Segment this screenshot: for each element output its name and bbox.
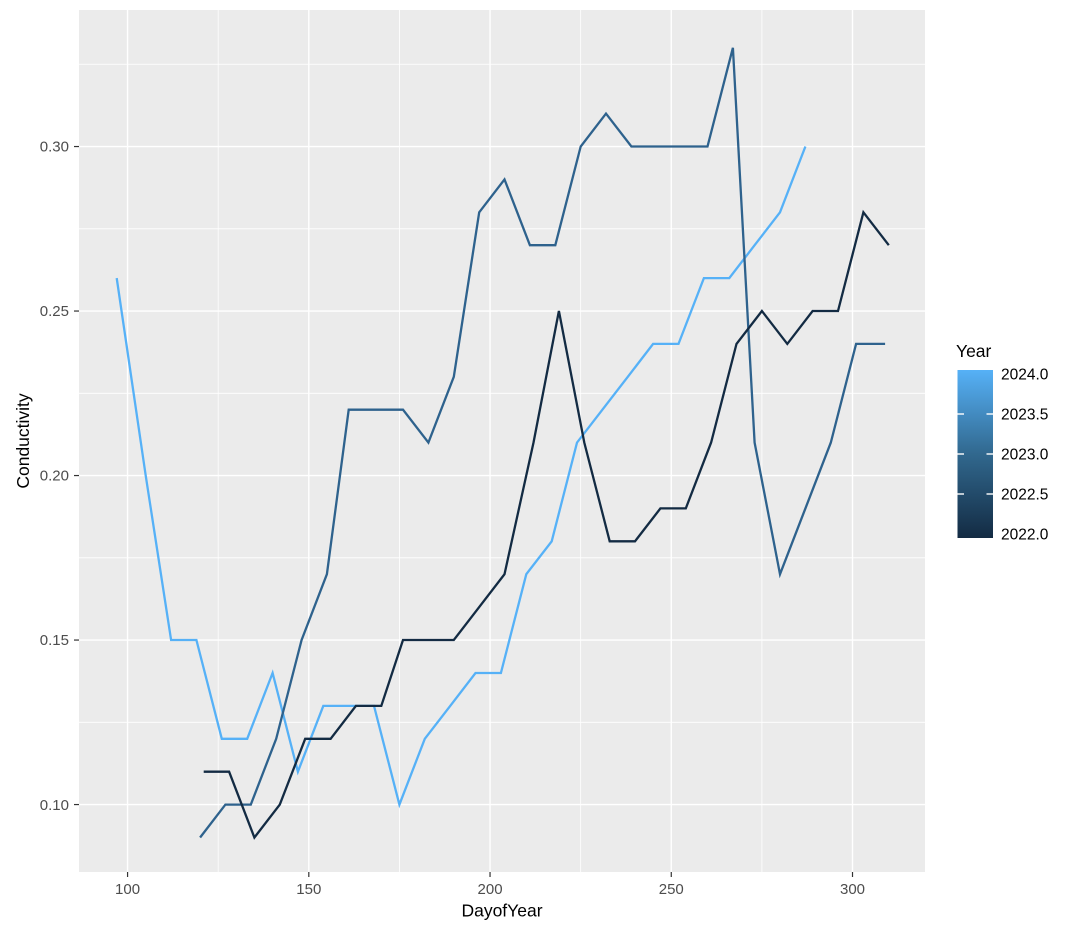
y-tick-label: 0.15: [40, 632, 69, 649]
line-2024: [115, 146, 807, 809]
legend-tick-label: 2022.0: [1001, 526, 1049, 543]
y-axis-title: Conductivity: [13, 393, 33, 489]
x-axis-title: DayofYear: [461, 901, 542, 921]
x-tick-label: 300: [840, 881, 865, 898]
legend-tick-label: 2023.5: [1001, 406, 1048, 423]
plot-panel: [79, 10, 925, 872]
legend-marks: 2024.0 2023.5 2023.0 2022.5 2022.0: [957, 366, 1049, 543]
legend-tick-label: 2024.0: [1001, 366, 1049, 383]
y-tick-label: 0.25: [40, 303, 69, 320]
x-tick-label: 100: [115, 881, 140, 898]
legend-tick-label: 2022.5: [1001, 486, 1048, 503]
y-tick-label: 0.30: [40, 139, 69, 156]
series-layer: [115, 47, 890, 840]
legend-tick-label: 2023.0: [1001, 446, 1049, 463]
line-2022: [203, 209, 890, 840]
line-2023: [199, 47, 886, 839]
legend: Year 2024.0 2023.5 2023.0 2022.5 2022.0: [956, 341, 1049, 543]
x-tick-label: 250: [659, 881, 684, 898]
y-tick-label: 0.20: [40, 468, 69, 485]
plot-panel-layer: [79, 10, 925, 872]
x-tick-label: 150: [296, 881, 321, 898]
x-tick-label: 200: [478, 881, 503, 898]
axis-layer: 100 150 200 250 300 0.10 0.15 0.20 0.25 0.30: [40, 139, 865, 898]
legend-title: Year: [956, 341, 992, 361]
y-tick-label: 0.10: [40, 797, 69, 814]
